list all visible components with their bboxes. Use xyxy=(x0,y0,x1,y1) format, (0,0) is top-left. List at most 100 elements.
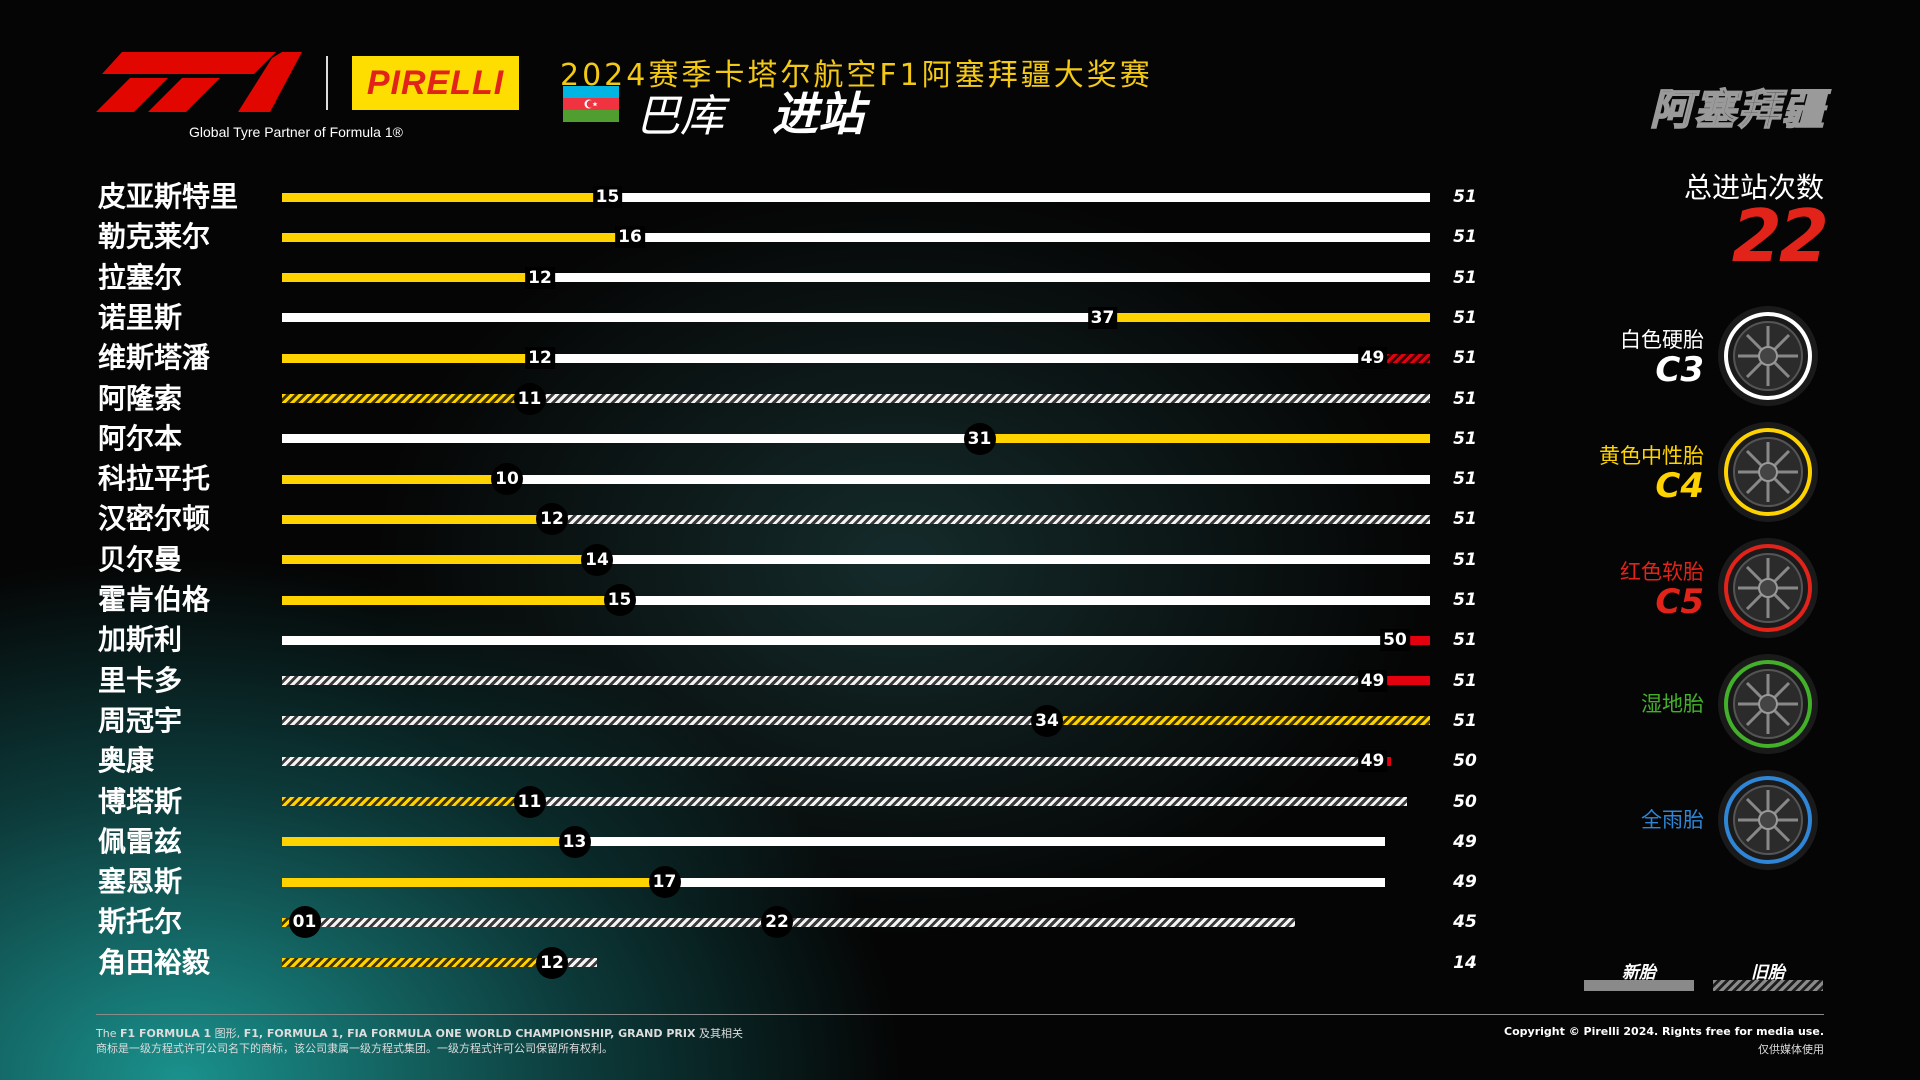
pit-stop-label: 12 xyxy=(525,347,555,370)
stint-bar-white-used xyxy=(304,917,1295,927)
stint-track: 11 xyxy=(0,379,1500,419)
legend-new-tyre: 新胎 xyxy=(1584,958,1694,992)
legend-used-tyre: 旧胎 xyxy=(1713,958,1823,992)
pit-stop-label: 22 xyxy=(761,906,793,939)
tyre-soft: 红色软胎 C5 xyxy=(1540,532,1820,642)
legend-used-label: 旧胎 xyxy=(1751,963,1785,983)
legal-bold-1: F1 FORMULA 1 xyxy=(119,1027,212,1040)
pit-stop-label: 49 xyxy=(1357,347,1388,370)
stint-bar-white-new xyxy=(574,837,1385,847)
driver-name: 汉密尔顿 xyxy=(98,502,211,536)
stint-track: 11 xyxy=(0,782,1500,822)
legal-notice-zh: 商标是一级方程式许可公司名下的商标，该公司隶属一级方程式集团。一级方程式许可公司… xyxy=(96,1042,613,1055)
stint-track: 01 22 xyxy=(0,902,1500,942)
stint-bar-yellow-used xyxy=(282,958,552,968)
f1-logo-icon xyxy=(96,52,302,112)
legal-bold-2: F1, FORMULA 1, FIA FORMULA ONE WORLD CHA… xyxy=(243,1027,696,1040)
laps-completed: 14 xyxy=(1453,952,1477,973)
tyre-soft-label: 红色软胎 xyxy=(1620,560,1704,584)
stint-bar-red-new xyxy=(1384,756,1392,766)
total-stops-label: 总进站次数 xyxy=(1683,171,1824,204)
stint-track: 12 xyxy=(0,499,1500,539)
driver-name: 里卡多 xyxy=(98,663,183,697)
total-stops-value: 22 xyxy=(1731,194,1829,278)
pit-stop-label: 01 xyxy=(288,906,321,939)
stint-track: 13 xyxy=(0,822,1500,862)
stint-bar-white-new xyxy=(552,273,1430,283)
stint-track: 49 xyxy=(0,741,1500,781)
driver-name: 皮亚斯特里 xyxy=(98,180,239,213)
stint-bar-white-new xyxy=(552,353,1385,363)
laps-completed: 51 xyxy=(1453,670,1477,691)
stint-track: 12 xyxy=(0,943,1500,983)
driver-row: 汉密尔顿 12 51 xyxy=(0,499,1500,539)
pit-stop-label: 11 xyxy=(513,785,546,818)
stint-track: 15 xyxy=(0,580,1500,620)
tyre-hard-code: C3 xyxy=(1655,350,1704,390)
laps-completed: 51 xyxy=(1453,469,1477,490)
partner-tagline: Global Tyre Partner of Formula 1® xyxy=(189,124,403,140)
stint-bar-yellow-new xyxy=(282,192,620,202)
driver-row: 斯托尔 01 22 45 xyxy=(0,902,1500,942)
stint-bar-yellow-new xyxy=(282,595,620,605)
driver-name: 加斯利 xyxy=(98,623,183,657)
laps-completed: 51 xyxy=(1453,549,1477,570)
stint-bar-white-used xyxy=(552,958,597,968)
laps-completed: 51 xyxy=(1453,590,1477,610)
laps-completed: 45 xyxy=(1453,912,1477,933)
pit-stop-label: 12 xyxy=(536,503,568,536)
legal-post: 及其相关 xyxy=(695,1027,743,1040)
stint-bar-red-new xyxy=(1384,676,1430,686)
pit-stop-label: 37 xyxy=(1087,306,1118,329)
copyright: Copyright © Pirelli 2024. Rights free fo… xyxy=(1504,1025,1824,1038)
driver-name: 维斯塔潘 xyxy=(98,341,211,375)
stint-track: 12 xyxy=(0,258,1500,298)
stint-bar-white-new xyxy=(282,313,1115,323)
stint-track: 12 49 xyxy=(0,338,1500,378)
stint-bar-yellow-new xyxy=(282,837,575,847)
driver-name: 佩雷兹 xyxy=(98,824,183,858)
tyre-intermediate: 湿地胎 xyxy=(1540,648,1820,758)
stint-bar-white-used xyxy=(529,394,1430,403)
media-note: 仅供媒体使用 xyxy=(1758,1043,1824,1056)
tyre-soft-code: C5 xyxy=(1655,582,1704,622)
driver-name: 阿隆索 xyxy=(98,381,183,415)
driver-name: 博塔斯 xyxy=(98,784,183,818)
driver-row: 拉塞尔 12 51 xyxy=(0,258,1500,298)
driver-row: 霍肯伯格 15 51 xyxy=(0,580,1500,620)
driver-row: 周冠宇 34 51 xyxy=(0,701,1500,741)
stint-bar-white-new xyxy=(642,232,1430,242)
driver-row: 诺里斯 37 51 xyxy=(0,298,1500,338)
soft-tyre-icon xyxy=(1718,538,1818,638)
driver-row: 佩雷兹 13 49 xyxy=(0,822,1500,862)
legend-new-swatch xyxy=(1584,980,1694,991)
laps-completed: 49 xyxy=(1453,872,1477,893)
stint-bar-red-used xyxy=(1384,353,1430,363)
azerbaijan-flag-icon xyxy=(563,86,619,122)
driver-name: 科拉平托 xyxy=(98,462,211,496)
stint-bar-white-new xyxy=(507,474,1430,484)
driver-row: 塞恩斯 17 49 xyxy=(0,862,1500,902)
logo-divider xyxy=(326,56,328,110)
stint-bar-yellow-new xyxy=(282,514,552,524)
legal-pre: The xyxy=(96,1027,120,1040)
tyre-medium: 黄色中性胎 C4 xyxy=(1540,416,1820,526)
driver-row: 角田裕毅 12 14 xyxy=(0,943,1500,983)
pit-stop-label: 49 xyxy=(1357,669,1388,692)
driver-name: 塞恩斯 xyxy=(98,865,183,899)
stint-bar-yellow-new xyxy=(282,555,597,565)
pit-stop-label: 17 xyxy=(648,866,681,899)
pit-stop-label: 10 xyxy=(491,463,523,496)
stint-bar-yellow-new xyxy=(282,232,642,242)
driver-name: 斯托尔 xyxy=(98,905,183,939)
driver-row: 皮亚斯特里 15 51 xyxy=(0,177,1500,217)
stint-bar-white-new xyxy=(619,192,1430,202)
pit-stop-label: 12 xyxy=(525,266,555,289)
country-watermark: 阿塞拜疆 xyxy=(1649,84,1826,135)
driver-name: 周冠宇 xyxy=(98,703,183,737)
laps-completed: 51 xyxy=(1453,428,1477,449)
laps-completed: 51 xyxy=(1453,187,1477,207)
stint-track: 49 xyxy=(0,661,1500,701)
stint-track: 16 xyxy=(0,217,1500,257)
hard-tyre-icon xyxy=(1718,306,1818,406)
